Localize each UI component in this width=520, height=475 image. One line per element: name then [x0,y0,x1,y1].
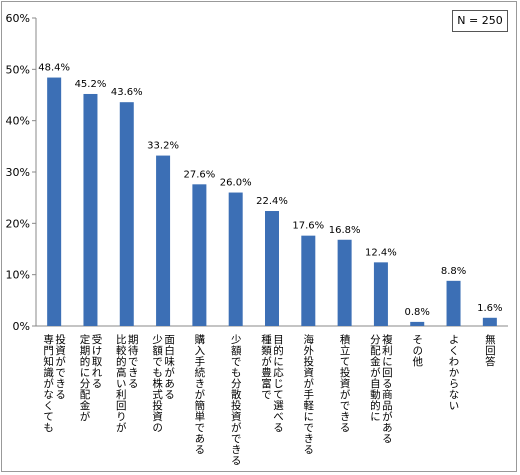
data-label: 1.6% [477,303,502,314]
bar [119,102,134,326]
category-label: 少額でも分散投資ができる [229,334,242,466]
data-label: 33.2% [147,141,179,152]
category-label: よくわからない [447,334,460,411]
bar [301,235,316,326]
category-label: 海外投資が手軽にできる [302,334,315,455]
data-label: 26.0% [220,178,252,189]
data-label: 12.4% [365,247,397,258]
category-label: 投資ができる 専門知識がなくても [42,334,67,433]
category-label: その他 [411,334,424,367]
data-label: 45.2% [75,79,107,90]
bar [47,77,62,327]
bar [228,192,243,326]
data-label: 8.8% [441,266,466,277]
data-label: 48.4% [38,63,70,74]
category-label: 受け取れる 定期的に分配金が [78,334,103,422]
data-label: 22.4% [256,196,288,207]
bar [83,93,98,327]
sample-size-badge: N = 250 [452,10,508,32]
bar [446,280,461,326]
category-label: 複利に回る商品がある 分配金が自動的に [368,334,393,444]
y-tick-label: 0% [13,320,30,333]
category-label: 購入手続きが簡単である [193,334,206,455]
bar [410,321,425,326]
bar [192,184,207,326]
data-label: 17.6% [292,221,324,232]
category-label: 無回答 [483,334,496,367]
category-label: 面白味がある 少額でも株式投資の [151,334,176,433]
data-label: 27.6% [183,169,215,180]
category-label: 期待できる 比較的高い利回りが [114,334,139,433]
bar [265,211,279,326]
bar [337,239,352,326]
bar [156,155,171,326]
data-label: 0.8% [405,307,430,318]
y-tick-label: 30% [6,166,30,179]
data-label: 43.6% [111,87,143,98]
y-tick-label: 50% [6,63,30,76]
category-label: 目的に応じて選べる 種類が豊富で [260,334,284,433]
bar [373,262,388,326]
bar [482,317,497,326]
data-label: 16.8% [329,225,361,236]
y-tick-label: 60% [6,12,30,25]
y-tick-label: 40% [6,115,30,128]
category-label: 積立て投資ができる [338,334,351,433]
y-tick-label: 20% [6,217,30,230]
y-tick-label: 10% [6,269,30,282]
